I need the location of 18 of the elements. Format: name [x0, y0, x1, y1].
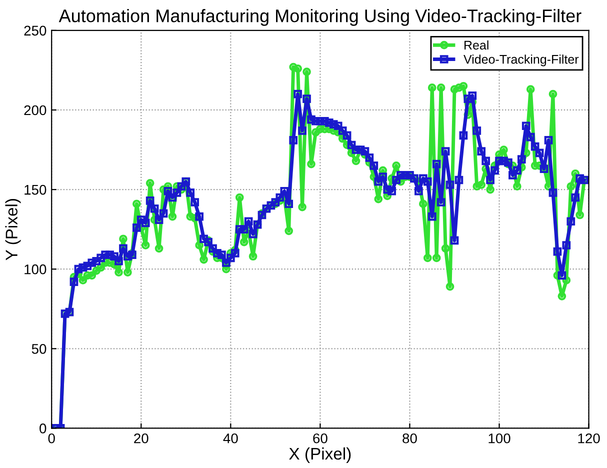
y-axis-title: Y (Pixel) [5, 199, 21, 260]
x-tick-label: 0 [48, 433, 55, 444]
x-axis-title: X (Pixel) [289, 447, 351, 463]
y-tick-label: 50 [32, 344, 46, 354]
x-tick-label: 40 [223, 433, 238, 444]
y-tick-label: 250 [24, 26, 46, 36]
x-tick-label: 80 [402, 433, 417, 444]
x-tick-label: 100 [488, 433, 510, 444]
y-tick-label: 150 [24, 184, 46, 195]
y-tick-label: 0 [40, 424, 46, 434]
x-tick-label: 60 [313, 433, 328, 444]
chart-title: Automation Manufacturing Monitoring Using Video-Tracking-Filter [58, 9, 582, 26]
legend-label: Real [464, 40, 488, 50]
x-tick-label: 120 [578, 433, 600, 444]
y-tick-label: 100 [24, 264, 46, 274]
x-tick-label: 20 [134, 433, 148, 444]
y-tick-label: 200 [24, 105, 46, 116]
legend-label: Video-Tracking-Filter [464, 54, 579, 66]
